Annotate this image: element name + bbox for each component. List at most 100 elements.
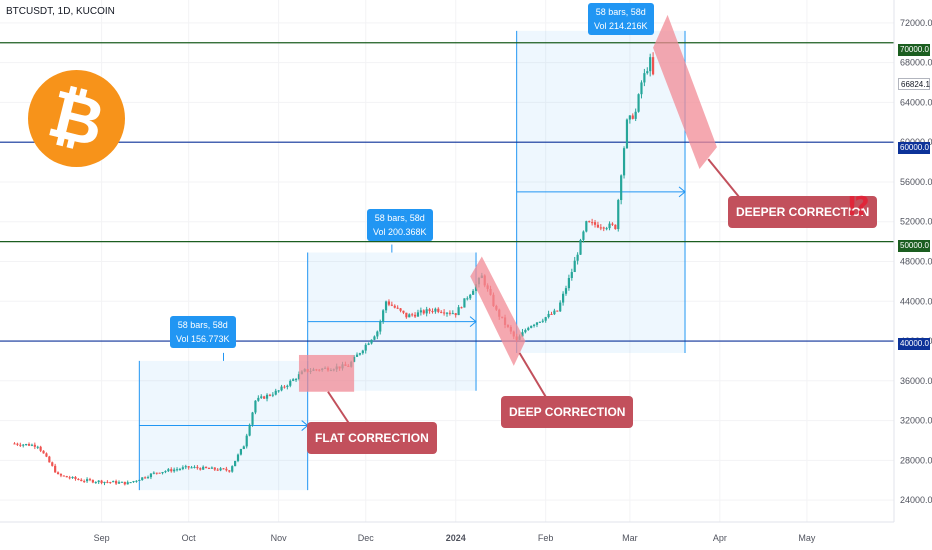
candle-body — [123, 481, 126, 485]
candle-body — [251, 412, 254, 425]
candle-body — [274, 390, 277, 395]
candle-body — [573, 260, 576, 273]
candle-body — [13, 443, 16, 445]
y-tick-label: 64000.0 — [900, 97, 932, 107]
candle-body — [541, 320, 544, 322]
candle-body — [236, 454, 240, 461]
candle-body — [445, 312, 449, 314]
candle-body — [245, 435, 248, 447]
candle-body — [602, 227, 605, 229]
candle-body — [71, 476, 74, 479]
candle-body — [544, 317, 547, 321]
candle-body — [457, 307, 460, 316]
candle-body — [109, 482, 112, 484]
candle-body — [588, 221, 591, 223]
candle-body — [596, 224, 600, 228]
candle-body — [376, 331, 379, 337]
candle-body — [254, 400, 257, 413]
candle-body — [405, 312, 408, 318]
candle-body — [393, 305, 396, 308]
candle-body — [91, 480, 94, 483]
candle-body — [149, 473, 153, 478]
x-tick-label: Oct — [182, 533, 197, 543]
date-price-ranges — [138, 22, 686, 491]
candle-body — [538, 321, 541, 323]
y-tick-label: 68000.0 — [900, 58, 932, 68]
candle-body — [460, 307, 463, 309]
candle-body — [361, 350, 364, 354]
symbol-label: BTCUSDT, 1D, KUCOIN — [6, 6, 115, 17]
range-callout-3: 58 bars, 58d Vol 214.216K — [588, 3, 654, 35]
candle-body — [579, 239, 582, 255]
candle-body — [100, 480, 103, 484]
candle-body — [649, 57, 652, 72]
y-tick-label: 32000.0 — [900, 416, 932, 426]
candle-body — [422, 310, 425, 314]
candle-body — [605, 228, 608, 230]
candle-body — [225, 468, 228, 471]
candle-body — [585, 221, 588, 232]
candle-body — [51, 462, 54, 466]
candle-body — [25, 444, 28, 446]
candle-body — [419, 310, 422, 313]
candle-body — [637, 94, 640, 112]
candle-body — [65, 476, 68, 478]
range-callout-2: 58 bars, 58d Vol 200.368K — [367, 209, 433, 241]
candle-body — [68, 477, 71, 479]
candle-body — [141, 477, 144, 480]
candle-body — [155, 472, 158, 474]
candle-body — [355, 354, 359, 357]
candle-body — [222, 468, 225, 470]
candle-body — [22, 444, 25, 446]
candle-body — [181, 467, 184, 469]
candle-body — [248, 424, 251, 436]
candle-body — [213, 467, 216, 470]
candle-body — [651, 57, 655, 75]
interrobang-icon: ⁉ — [848, 192, 870, 222]
candle-body — [559, 302, 562, 312]
candle-body — [129, 482, 132, 484]
candle-body — [373, 336, 376, 340]
candle-body — [448, 312, 452, 314]
deeper-correction-pointer — [707, 158, 744, 203]
level-tag-40000: 40000.0 — [898, 338, 930, 350]
candle-body — [219, 468, 222, 471]
y-tick-label: 36000.0 — [900, 376, 932, 386]
candle-body — [358, 353, 362, 355]
candle-body — [175, 469, 179, 471]
candle-body — [216, 469, 219, 471]
horizontal-levels — [0, 42, 894, 342]
current-price-tag: 66824.1 — [898, 78, 930, 90]
candle-body — [399, 308, 402, 311]
candle-body — [85, 479, 89, 482]
candle-body — [628, 115, 631, 120]
candle-body — [257, 397, 260, 401]
candle-body — [184, 466, 187, 468]
candle-body — [463, 298, 466, 308]
candle-body — [126, 482, 129, 485]
candle-body — [271, 394, 274, 396]
candle-body — [80, 479, 83, 482]
candle-body — [425, 309, 428, 314]
candle-body — [196, 466, 199, 469]
candle-body — [294, 379, 298, 381]
candle-body — [74, 476, 77, 480]
candle-body — [564, 288, 568, 294]
candle-body — [370, 339, 373, 344]
candle-body — [408, 314, 411, 318]
candle-body — [640, 82, 643, 95]
candle-body — [178, 468, 182, 470]
candle-body — [411, 314, 414, 316]
candle-body — [527, 327, 530, 331]
y-tick-label: 52000.0 — [900, 217, 932, 227]
candle-body — [620, 175, 623, 201]
candle-body — [210, 467, 213, 469]
y-tick-label: 48000.0 — [900, 256, 932, 266]
candle-body — [88, 479, 92, 481]
x-tick-label: Nov — [271, 533, 288, 543]
candle-body — [277, 390, 280, 392]
candle-body — [396, 307, 399, 309]
candle-body — [547, 313, 550, 318]
range-bars-label: 58 bars, 58d — [595, 7, 646, 17]
candle-body — [454, 313, 457, 316]
